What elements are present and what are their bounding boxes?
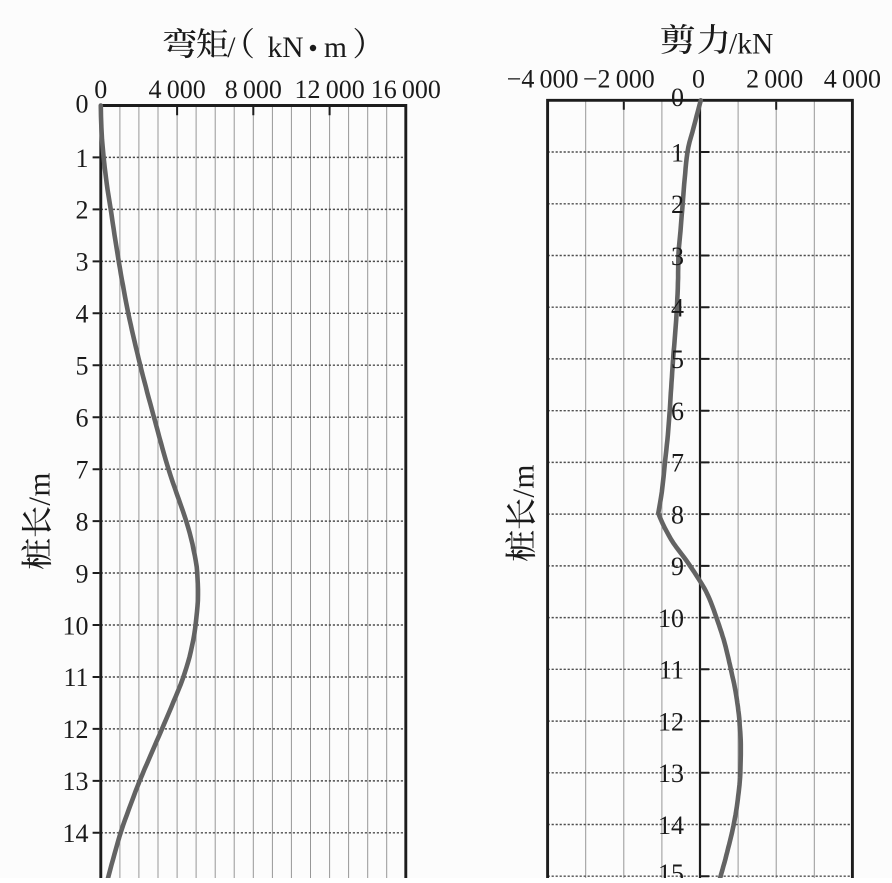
svg-text:−2 000: −2 000 bbox=[583, 65, 655, 94]
svg-text:4: 4 bbox=[671, 294, 684, 323]
svg-text:12: 12 bbox=[658, 707, 684, 736]
svg-text:/: / bbox=[506, 489, 541, 498]
svg-text:3: 3 bbox=[671, 242, 684, 271]
svg-text:9: 9 bbox=[671, 552, 684, 581]
svg-text:1: 1 bbox=[671, 138, 684, 167]
svg-text:m: m bbox=[22, 472, 57, 496]
svg-text:1: 1 bbox=[76, 144, 89, 173]
svg-text:0: 0 bbox=[692, 65, 705, 94]
svg-text:/: / bbox=[227, 32, 236, 64]
svg-text:m: m bbox=[506, 464, 541, 488]
svg-text:/kN: /kN bbox=[729, 29, 773, 61]
svg-text:4 000: 4 000 bbox=[824, 65, 881, 94]
svg-text:2 000: 2 000 bbox=[746, 65, 803, 94]
svg-text:4 000: 4 000 bbox=[148, 75, 205, 104]
svg-text:8: 8 bbox=[671, 500, 684, 529]
svg-text:m: m bbox=[324, 32, 347, 64]
svg-text:10: 10 bbox=[658, 604, 684, 633]
svg-text:4: 4 bbox=[76, 300, 89, 329]
svg-text:8 000: 8 000 bbox=[225, 75, 282, 104]
svg-text:0: 0 bbox=[671, 83, 684, 112]
svg-text:0: 0 bbox=[94, 75, 107, 104]
svg-text:15: 15 bbox=[658, 859, 684, 878]
svg-text:11: 11 bbox=[63, 663, 88, 692]
svg-text:/: / bbox=[22, 497, 57, 506]
svg-text:14: 14 bbox=[658, 811, 684, 840]
svg-text:kN: kN bbox=[268, 32, 304, 64]
svg-text:2: 2 bbox=[76, 196, 89, 225]
svg-text:6: 6 bbox=[76, 404, 89, 433]
svg-text:2: 2 bbox=[671, 190, 684, 219]
svg-text:3: 3 bbox=[76, 248, 89, 277]
svg-text:12: 12 bbox=[63, 715, 89, 744]
svg-text:14: 14 bbox=[63, 819, 89, 848]
svg-text:13: 13 bbox=[658, 759, 684, 788]
svg-text:16 000: 16 000 bbox=[371, 75, 441, 104]
svg-text:7: 7 bbox=[671, 449, 684, 478]
svg-text:6: 6 bbox=[671, 397, 684, 426]
svg-text:0: 0 bbox=[76, 89, 89, 118]
svg-text:11: 11 bbox=[659, 656, 684, 685]
svg-text:−4 000: −4 000 bbox=[507, 65, 579, 94]
svg-text:10: 10 bbox=[63, 611, 89, 640]
svg-text:9: 9 bbox=[76, 559, 89, 588]
svg-text:8: 8 bbox=[76, 507, 89, 536]
svg-text:5: 5 bbox=[671, 345, 684, 374]
svg-text:12 000: 12 000 bbox=[294, 75, 364, 104]
svg-text:13: 13 bbox=[63, 767, 89, 796]
svg-text:5: 5 bbox=[76, 352, 89, 381]
svg-text:7: 7 bbox=[76, 456, 89, 485]
